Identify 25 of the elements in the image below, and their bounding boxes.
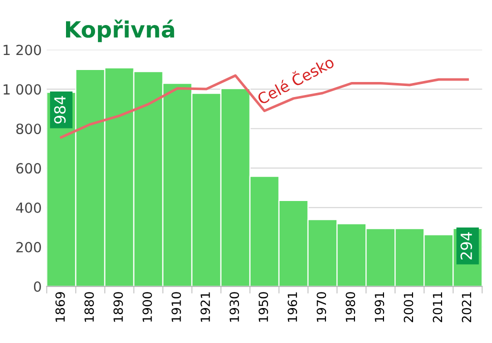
x-tick-label: 1880 [84,292,94,322]
x-tick-label: 1869 [55,292,65,322]
x-tick-label: 1970 [316,292,326,322]
y-tick-label: 400 [16,202,41,213]
y-tick-label: 800 [16,124,41,134]
x-tick-label: 1950 [258,292,268,322]
y-tick-label: 200 [16,242,41,252]
data-label: 984 [54,96,66,124]
y-tick-label: 1 200 [4,44,41,56]
x-tick-label: 1930 [230,292,240,322]
x-tick-label: 2011 [432,292,442,322]
data-label: 294 [460,232,472,260]
x-tick-label: 1991 [374,292,384,322]
y-tick-label: 1 000 [4,84,41,95]
x-tick-label: 2001 [404,292,414,322]
x-tick-label: 2021 [462,292,472,322]
x-tick-label: 1921 [200,292,210,322]
x-tick-label: 1961 [288,292,298,322]
x-tick-label: 1900 [142,292,152,322]
chart-title: Kopřivná [66,20,174,42]
y-tick-label: 0 [34,281,41,292]
x-tick-label: 1980 [346,292,356,322]
x-tick-label: 1910 [172,292,181,322]
y-tick-label: 600 [16,163,41,174]
x-tick-label: 1890 [113,292,123,322]
